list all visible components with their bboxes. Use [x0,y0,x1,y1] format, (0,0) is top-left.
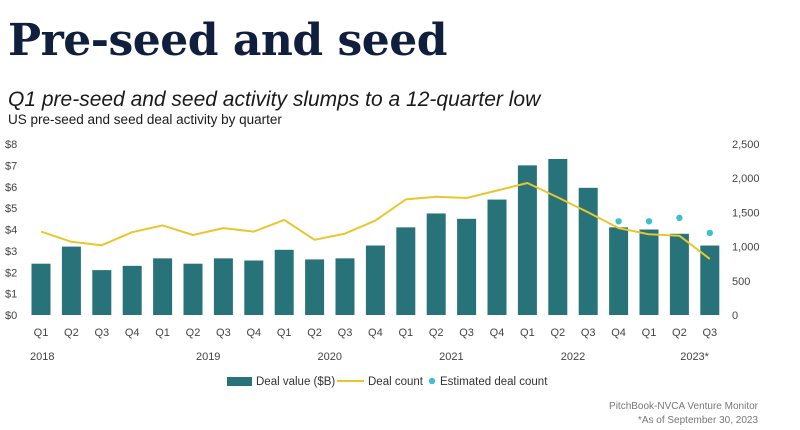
estimate-series [615,214,713,237]
x-axis-tick-label: Q3 [94,327,109,339]
left-axis-tick-label: $5 [5,203,17,215]
year-label: 2020 [318,351,342,363]
bar [578,187,598,315]
bar-series [31,158,720,315]
bar [457,218,477,315]
bar [153,258,173,315]
x-axis: Q1 Q2 Q3 Q4 Q1 Q2 Q3 Q4 Q1 Q2 Q3 Q4 Q1 Q2 Q3 Q4 Q1 Q2 Q3 Q4… [30,327,717,363]
right-axis-tick-label: 1,000 [732,242,760,254]
bar [487,199,507,315]
legend-bar-swatch [227,377,252,386]
x-axis-tick-label: Q2 [550,327,565,339]
right-axis-tick-label: 2,000 [732,173,760,185]
x-axis-tick-label: Q3 [702,327,717,339]
estimate-point [615,218,622,225]
x-axis-tick-label: Q2 [672,327,687,339]
left-axis-tick-label: $0 [5,310,17,322]
legend: Deal value ($B) Deal count Estimated deal … [227,376,548,388]
bar [92,270,112,315]
x-axis-tick-label: Q3 [459,327,474,339]
year-label: 2018 [30,351,54,363]
legend-label: Deal count [368,376,424,388]
left-axis-tick-label: $8 [5,139,17,151]
footnote: *As of September 30, 2023 [637,415,758,426]
bar [274,249,294,315]
x-axis-tick-label: Q4 [611,327,626,339]
chart-subtitle: Q1 pre-seed and seed activity slumps to … [8,88,541,111]
bar [183,263,203,315]
x-axis-tick-label: Q3 [581,327,596,339]
right-axis-tick-label: 2,500 [732,139,760,151]
x-axis-tick-label: Q1 [277,327,292,339]
left-axis-tick-label: $1 [5,289,17,301]
deal-count-line [40,182,711,260]
bar [122,265,142,315]
bar [426,213,446,315]
legend-dot-swatch [428,377,436,385]
x-axis-tick-label: Q2 [429,327,444,339]
x-axis-tick-label: Q3 [338,327,353,339]
bar [31,263,51,315]
left-axis-tick-label: $3 [5,246,17,258]
bar [548,158,568,315]
x-axis-tick-label: Q4 [490,327,505,339]
left-axis-tick-label: $4 [5,225,17,237]
bar [639,229,659,315]
bar [609,227,629,315]
line-series [40,182,711,260]
year-label: 2023* [680,351,709,363]
x-axis-tick-label: Q1 [398,327,413,339]
x-axis-tick-label: Q2 [186,327,201,339]
bar [396,227,416,315]
bar [61,246,81,315]
left-axis-tick-label: $6 [5,182,17,194]
year-label: 2019 [196,351,220,363]
x-axis-tick-label: Q4 [368,327,383,339]
right-axis: 0 500 1,000 1,500 2,000 2,500 [732,139,760,322]
right-axis-tick-label: 1,500 [732,207,760,219]
x-axis-tick-label: Q2 [64,327,79,339]
legend-label: Deal value ($B) [256,376,335,388]
x-axis-tick-label: Q1 [34,327,49,339]
right-axis-tick-label: 0 [732,310,738,322]
bar [244,260,264,315]
x-axis-tick-label: Q1 [520,327,535,339]
legend-label: Estimated deal count [440,376,548,388]
bar [669,233,689,315]
right-axis-tick-label: 500 [732,276,750,288]
x-axis-tick-label: Q2 [307,327,322,339]
left-axis: $0 $1 $2 $3 $4 $5 $6 $7 $8 [5,139,17,322]
left-axis-tick-label: $2 [5,267,17,279]
bar [213,258,233,315]
bar [335,258,355,315]
bar [305,259,325,315]
estimate-point [706,229,713,237]
bar [700,245,720,315]
page-title: Pre-seed and seed [8,15,447,66]
source-note: PitchBook-NVCA Venture Monitor [609,401,758,412]
estimate-point [645,218,653,225]
left-axis-tick-label: $7 [5,160,17,172]
estimate-point [676,214,683,222]
year-label: 2022 [561,351,585,363]
x-axis-tick-label: Q3 [216,327,231,339]
x-axis-tick-label: Q1 [642,327,657,339]
bar [517,165,537,315]
chart-caption: US pre-seed and seed deal activity by qu… [8,112,282,127]
x-axis-tick-label: Q4 [125,327,140,339]
x-axis-tick-label: Q4 [246,327,261,339]
bar [365,245,385,315]
x-axis-tick-label: Q1 [155,327,170,339]
year-label: 2021 [439,351,463,363]
